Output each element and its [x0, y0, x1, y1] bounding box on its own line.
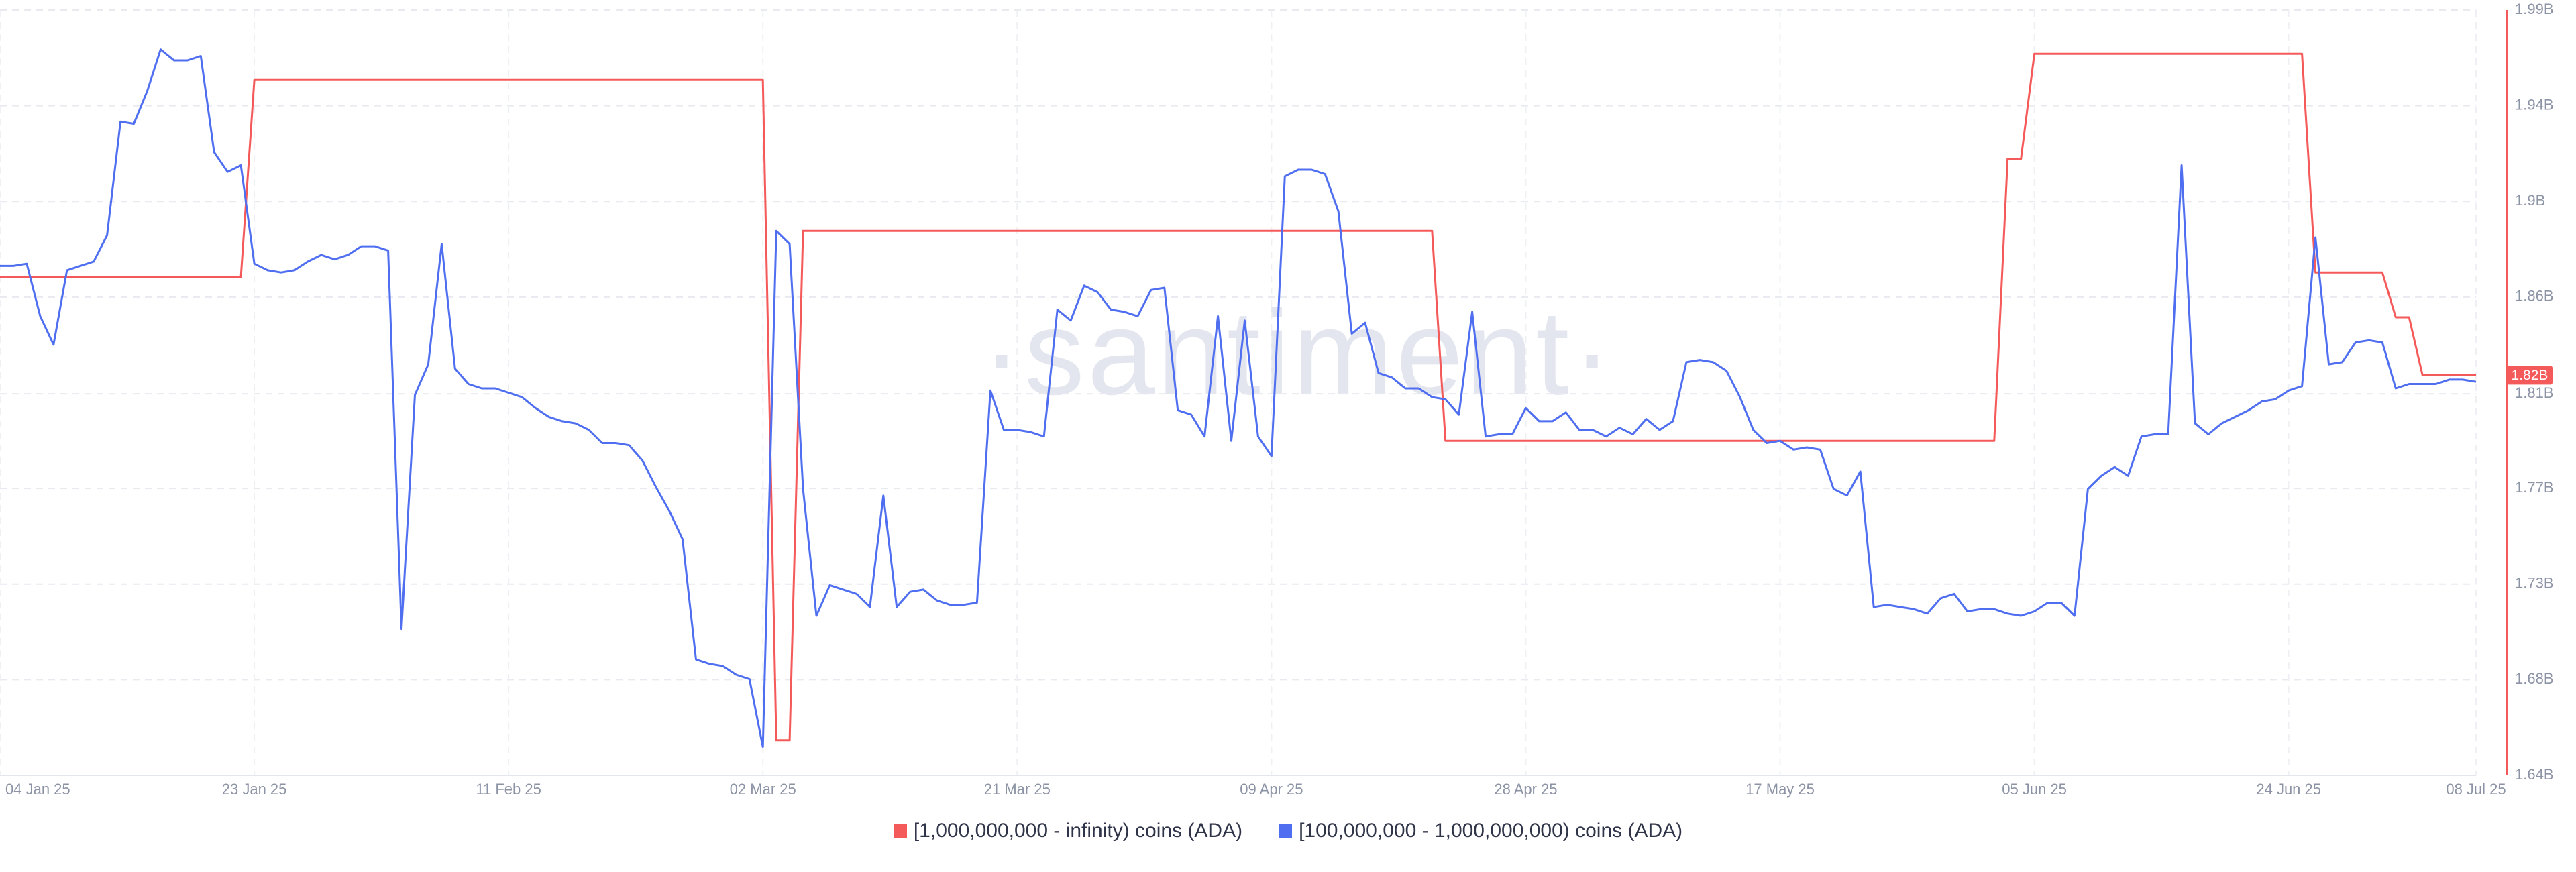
y-tick-label: 1.73B — [2515, 575, 2554, 592]
legend-swatch — [1279, 824, 1293, 838]
y-tick-label: 1.81B — [2515, 384, 2554, 401]
legend-swatch — [893, 824, 907, 838]
y-tick-label: 1.94B — [2515, 96, 2554, 113]
y-tick-label: 1.86B — [2515, 288, 2554, 305]
legend-item[interactable]: [1,000,000,000 - infinity) coins (ADA) — [893, 820, 1243, 842]
legend-item[interactable]: [100,000,000 - 1,000,000,000) coins (ADA… — [1279, 820, 1682, 842]
y-tick-label: 1.68B — [2515, 670, 2554, 687]
legend: [1,000,000,000 - infinity) coins (ADA) [1… — [0, 820, 2576, 842]
x-tick-label: 05 Jun 25 — [2002, 781, 2067, 798]
x-tick-label: 08 Jul 25 — [2446, 781, 2506, 798]
x-tick-label: 04 Jan 25 — [5, 781, 70, 798]
x-tick-label: 17 May 25 — [1746, 781, 1815, 798]
x-tick-label: 23 Jan 25 — [222, 781, 287, 798]
x-tick-label: 28 Apr 25 — [1494, 781, 1557, 798]
x-tick-label: 24 Jun 25 — [2256, 781, 2321, 798]
current-value-badge — [2507, 366, 2553, 385]
y-tick-label: 1.64B — [2515, 766, 2554, 783]
x-tick-label: 09 Apr 25 — [1240, 781, 1303, 798]
y-tick-label: 1.9B — [2515, 192, 2545, 209]
watermark: ·santiment· — [981, 286, 1615, 421]
chart: ·santiment· 1.64B1.68B1.73B1.77B1.81B1.8… — [0, 1, 2554, 798]
series-line — [0, 52, 2476, 742]
x-tick-label: 21 Mar 25 — [984, 781, 1051, 798]
current-value-label: 1.82B — [2512, 368, 2548, 383]
x-tick-label: 11 Feb 25 — [476, 781, 541, 798]
y-tick-label: 1.99B — [2515, 1, 2554, 17]
x-tick-label: 02 Mar 25 — [730, 781, 796, 798]
legend-label: [1,000,000,000 - infinity) coins (ADA) — [913, 820, 1243, 842]
legend-label: [100,000,000 - 1,000,000,000) coins (ADA… — [1299, 820, 1683, 842]
y-tick-label: 1.77B — [2515, 479, 2554, 496]
series-line — [0, 48, 2477, 749]
